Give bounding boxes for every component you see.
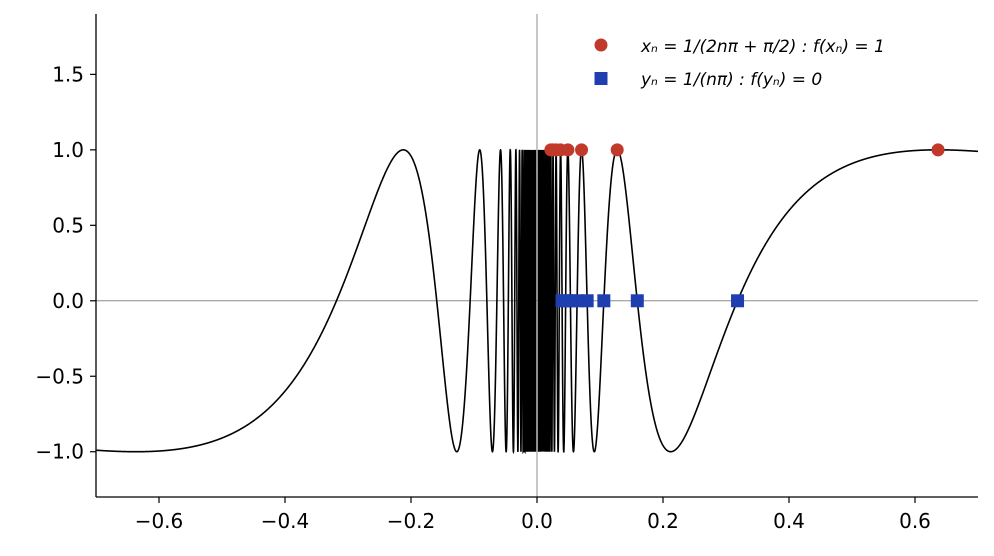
- y-tick-label: 1.0: [52, 138, 84, 162]
- x-tick-label: −0.6: [135, 509, 184, 533]
- xn-point-marker: [575, 143, 589, 157]
- yn-point-marker: [555, 294, 569, 308]
- legend: xₙ = 1/(2nπ + π/2) : f(xₙ) = 1 yₙ = 1/(n…: [594, 37, 885, 90]
- legend-label-xn: xₙ = 1/(2nπ + π/2) : f(xₙ) = 1: [640, 37, 885, 57]
- yn-point-marker: [630, 294, 644, 308]
- function-curve-left: [95, 148, 537, 455]
- x-tick-label: 0.4: [773, 509, 805, 533]
- y-tick-label: −0.5: [35, 364, 84, 388]
- y-tick-label: 1.5: [52, 62, 84, 86]
- y-tick-label: 0.0: [52, 289, 84, 313]
- yn-point-marker: [731, 294, 745, 308]
- yn-point-marker: [597, 294, 611, 308]
- ticks: −0.6 −0.4 −0.2 0.0 0.2 0.4 0.6 −1.0 −0.5 0.0 0.5 1.…: [35, 62, 930, 533]
- y-tick-label: −1.0: [35, 440, 84, 464]
- xn-point-marker: [610, 143, 624, 157]
- function-curve-layer: [95, 147, 979, 455]
- marker-layer: [544, 143, 945, 308]
- legend-label-yn: yₙ = 1/(nπ) : f(yₙ) = 0: [640, 70, 822, 90]
- x-tick-label: −0.2: [387, 509, 436, 533]
- x-tick-label: 0.6: [899, 509, 931, 533]
- legend-marker-circle: [594, 38, 608, 52]
- x-tick-label: 0.2: [647, 509, 679, 533]
- x-tick-label: 0.0: [521, 509, 553, 533]
- reference-lines: [96, 14, 978, 497]
- function-curve-right: [537, 147, 979, 453]
- legend-marker-square: [594, 72, 608, 85]
- x-tick-label: −0.4: [261, 509, 310, 533]
- yn-point-marker: [580, 294, 594, 308]
- xn-point-marker: [544, 143, 558, 157]
- xn-point-marker: [931, 143, 945, 157]
- y-tick-label: 0.5: [52, 213, 84, 237]
